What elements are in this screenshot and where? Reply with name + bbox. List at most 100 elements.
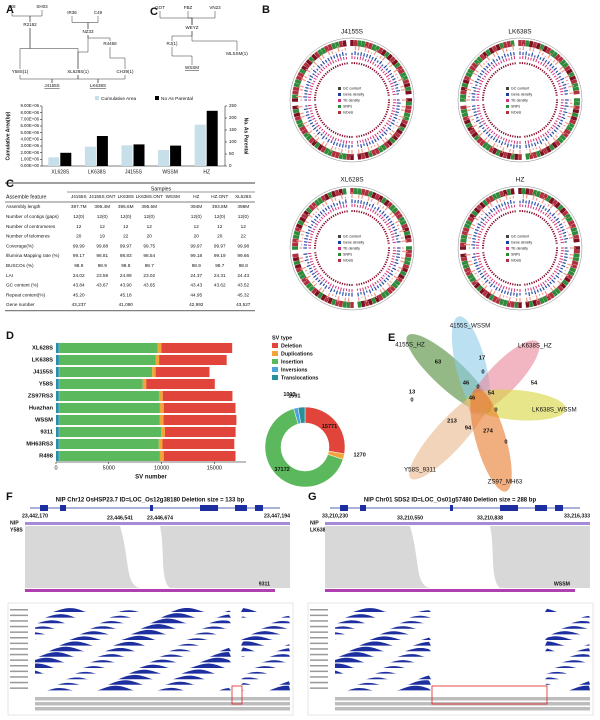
exon [360, 505, 366, 511]
circos-track [364, 58, 367, 62]
table-cell: 12 [217, 224, 223, 229]
circos-track [305, 275, 311, 280]
circos-track [570, 227, 578, 233]
pedigree-node: IR8 [8, 4, 16, 9]
circos-track [369, 59, 373, 64]
circos-track [503, 53, 507, 58]
circos-track [331, 190, 337, 198]
circos-track [365, 64, 368, 67]
circos-track [360, 188, 366, 196]
circos-track [562, 113, 566, 116]
circos-track [469, 82, 473, 85]
table-cell: 12(0) [73, 214, 84, 219]
table-cell: 43,527 [236, 302, 251, 307]
circos-track [572, 108, 580, 114]
circos-track [559, 134, 567, 141]
circos-track [500, 208, 503, 212]
venn-petal [409, 390, 491, 480]
circos-track [390, 233, 395, 236]
circos-track [509, 52, 512, 56]
circos-track [375, 274, 378, 277]
circos-track [338, 143, 341, 147]
circos-track [380, 128, 384, 132]
table-cell: 24.43 [237, 273, 249, 278]
circos-track [341, 292, 344, 296]
panel-label: D [6, 330, 14, 342]
circos-track [569, 75, 577, 81]
circos-track [486, 126, 490, 130]
circos-track [545, 273, 548, 276]
circos-track [367, 132, 370, 135]
circos-track [342, 153, 347, 160]
circos-track [460, 108, 468, 114]
circos-track [325, 65, 328, 68]
circos-track [373, 206, 377, 210]
circos-track [337, 286, 340, 290]
circos-track [485, 65, 489, 69]
circos-track [557, 124, 561, 128]
circos-track [364, 189, 370, 197]
circos-track [360, 211, 363, 214]
circos-track [367, 285, 370, 289]
bar-segment [58, 390, 60, 402]
circos-track [309, 258, 313, 260]
bar [194, 124, 206, 166]
circos-track [549, 287, 554, 292]
circos-track [396, 108, 400, 111]
circos-track [528, 292, 531, 297]
circos-track [316, 220, 320, 224]
table-cell: 12 [123, 224, 129, 229]
circos-legend-label: Gene density [343, 240, 364, 244]
pedigree-node: NZ33 [82, 29, 94, 34]
y2-axis-title: No. As Parental [243, 118, 249, 155]
circos-track [507, 133, 509, 137]
circos-track [338, 200, 341, 205]
circos-track [485, 197, 492, 205]
circos-track [320, 226, 323, 229]
circos-track [369, 214, 372, 218]
circos-track [501, 147, 505, 154]
circos-track [322, 278, 326, 282]
circos-track [480, 274, 485, 279]
circos-track [391, 59, 399, 66]
table-column-header: WSSM [166, 194, 180, 199]
circos-track [395, 124, 401, 129]
circos-track [559, 59, 567, 66]
track-name [10, 648, 28, 650]
circos-track [374, 133, 378, 138]
circos-track [492, 58, 496, 63]
circos-track [544, 59, 548, 63]
circos-track [389, 280, 392, 284]
circos-track [311, 287, 318, 295]
legend-swatch [506, 111, 509, 114]
circos-track [509, 63, 512, 66]
circos-track [401, 105, 407, 108]
circos-track [500, 60, 503, 64]
circos-track [556, 204, 564, 212]
circos-track [320, 63, 323, 67]
circos-track [363, 133, 365, 137]
circos-track [473, 259, 477, 261]
circos-track [528, 40, 534, 48]
circos-track [311, 82, 315, 85]
table-cell: 43,237 [72, 302, 87, 307]
circos-track [486, 218, 490, 222]
circos-track [307, 225, 312, 229]
circos-track [486, 80, 490, 83]
circos-track [483, 237, 486, 240]
pedigree-node: Y58S(1) [12, 69, 29, 74]
synteny [25, 526, 140, 588]
venn-count: 94 [465, 426, 472, 432]
circos-track [485, 291, 492, 299]
circos-track [334, 189, 340, 197]
circos-track [362, 139, 364, 143]
circos-track [571, 230, 579, 236]
venn-count: 13 [409, 390, 416, 396]
table-cell: 98.9 [74, 263, 84, 268]
circos-track [568, 112, 573, 115]
circos-track [357, 292, 359, 297]
circos-track [391, 207, 399, 214]
circos-track [539, 68, 542, 71]
circos-track [536, 141, 539, 145]
circos-track [475, 277, 481, 283]
